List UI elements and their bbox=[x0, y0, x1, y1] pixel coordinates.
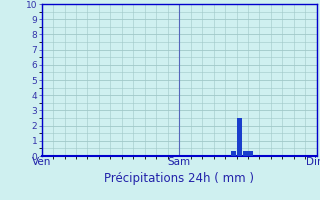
Bar bbox=[231, 151, 236, 156]
Bar bbox=[243, 151, 248, 156]
X-axis label: Précipitations 24h ( mm ): Précipitations 24h ( mm ) bbox=[104, 172, 254, 185]
Bar bbox=[237, 118, 242, 156]
Bar bbox=[248, 151, 253, 156]
